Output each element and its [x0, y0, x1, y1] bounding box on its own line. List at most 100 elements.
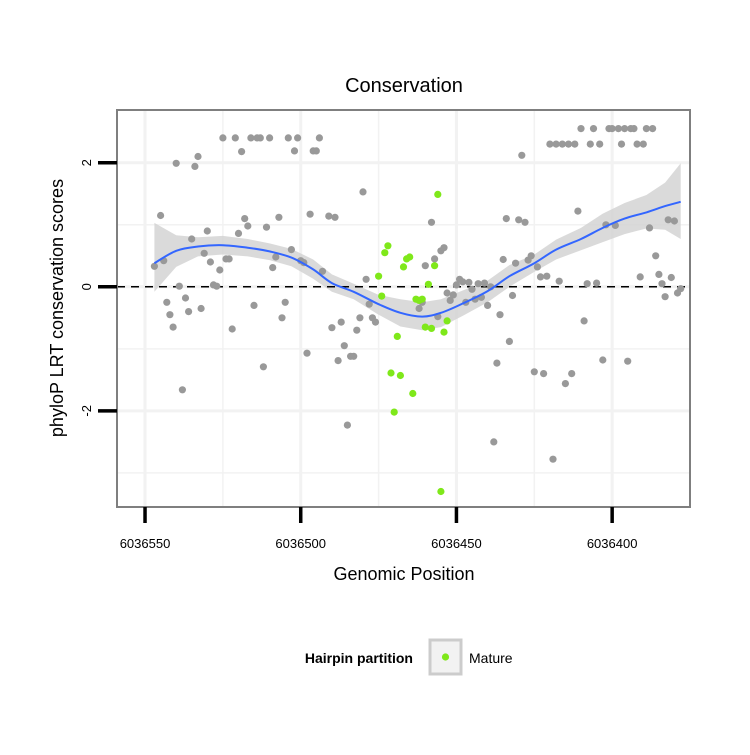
data-point-other	[269, 264, 277, 272]
data-point-other	[328, 324, 336, 332]
data-point-mature	[424, 280, 432, 288]
data-point-other	[568, 370, 576, 378]
data-point-other	[599, 356, 607, 364]
data-point-other	[287, 246, 295, 254]
mature-points	[375, 190, 451, 496]
data-point-other	[493, 359, 501, 367]
legend-key-box	[428, 638, 463, 676]
data-point-other	[163, 298, 171, 306]
data-point-mature	[381, 249, 389, 257]
legend: Hairpin partition Mature	[305, 638, 513, 676]
data-point-other	[533, 263, 542, 271]
data-point-other	[449, 291, 457, 299]
data-point-other	[238, 148, 246, 156]
data-point-other	[636, 273, 644, 281]
data-point-other	[225, 255, 233, 263]
data-point-mature	[399, 263, 408, 271]
data-point-other	[284, 134, 292, 142]
data-point-other	[241, 215, 249, 223]
data-point-other	[511, 259, 520, 267]
data-point-other	[185, 308, 193, 316]
data-point-other	[515, 216, 523, 224]
y-axis: -2 0 2	[79, 159, 117, 417]
smooth-line	[153, 200, 681, 318]
x-tick-label: 6036550	[120, 536, 171, 551]
data-point-other	[571, 140, 579, 148]
data-point-other	[518, 151, 526, 159]
data-point-other	[658, 280, 666, 288]
data-point-other	[499, 255, 507, 264]
data-point-other	[337, 318, 345, 326]
legend-entry-mature: Mature	[469, 650, 513, 666]
data-point-other	[203, 227, 211, 235]
data-point-other	[530, 368, 538, 376]
data-point-other	[331, 213, 339, 221]
x-tick-label: 6036400	[587, 536, 638, 551]
data-point-mature	[393, 332, 401, 340]
data-point-other	[244, 222, 252, 230]
data-point-other	[343, 421, 351, 429]
data-point-other	[206, 258, 214, 266]
data-point-mature	[443, 317, 451, 325]
data-point-other	[194, 152, 202, 161]
data-point-other	[371, 318, 380, 326]
data-point-other	[427, 218, 436, 226]
data-point-other	[452, 281, 460, 289]
data-point-other	[642, 125, 651, 133]
data-point-other	[561, 380, 570, 388]
data-point-other	[527, 252, 535, 260]
data-point-other	[443, 289, 451, 297]
data-point-mature	[375, 272, 383, 280]
data-point-other	[278, 314, 286, 322]
data-point-other	[359, 188, 367, 196]
data-point-other	[200, 249, 208, 257]
data-point-other	[325, 212, 333, 220]
panel-border-rect	[116, 109, 691, 508]
data-point-other	[250, 301, 258, 309]
data-point-other	[468, 285, 476, 293]
data-point-other	[431, 255, 439, 263]
data-point-other	[589, 125, 598, 133]
data-point-other	[664, 216, 672, 224]
data-point-other	[340, 342, 348, 350]
data-point-other	[661, 293, 669, 301]
data-point-other	[552, 140, 560, 148]
data-point-other	[577, 125, 585, 133]
data-point-other	[228, 325, 236, 333]
data-point-other	[216, 266, 224, 274]
data-point-other	[596, 140, 604, 148]
data-point-other	[290, 147, 299, 155]
data-point-other	[508, 291, 517, 300]
data-point-other	[555, 277, 563, 285]
data-point-other	[318, 267, 327, 275]
data-point-other	[191, 162, 199, 170]
data-point-other	[649, 125, 657, 133]
data-point-other	[621, 125, 629, 133]
data-point-other	[175, 282, 183, 290]
data-point-mature	[434, 190, 442, 198]
y-axis-label: phyloP LRT conservation scores	[47, 179, 67, 437]
data-point-other	[312, 147, 320, 155]
data-point-other	[536, 273, 545, 281]
data-point-mature	[378, 292, 386, 300]
data-point-other	[281, 298, 289, 306]
data-point-other	[178, 386, 186, 394]
data-point-other	[546, 140, 554, 148]
legend-mature-point	[441, 653, 450, 661]
other-points	[150, 125, 685, 463]
x-axis-label: Genomic Position	[333, 564, 474, 584]
data-point-mature	[437, 487, 445, 496]
data-point-other	[670, 217, 679, 225]
data-point-mature	[431, 262, 439, 270]
data-point-other	[459, 278, 467, 286]
data-point-mature	[427, 324, 436, 332]
data-point-mature	[387, 369, 395, 377]
x-tick-label: 6036450	[431, 536, 482, 551]
data-point-other	[639, 140, 647, 148]
data-point-mature	[390, 408, 398, 416]
data-point-mature	[440, 328, 448, 336]
chart-title: Conservation	[345, 75, 463, 97]
data-point-other	[259, 363, 267, 371]
data-point-other	[543, 272, 551, 280]
